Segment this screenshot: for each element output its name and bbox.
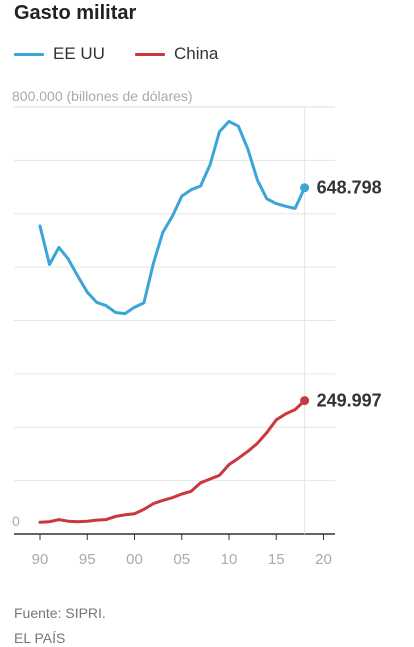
legend-label-china: China <box>173 44 219 63</box>
legend-swatch-us <box>14 52 44 56</box>
x-tick-label-6: 20 <box>315 551 332 568</box>
y-tick-label-1: 800.000 (billones de dólares) <box>12 88 193 104</box>
series-end-label-1: 249.997 <box>317 391 382 411</box>
source-note: Fuente: SIPRI. <box>14 605 106 621</box>
legend-item-china: China <box>134 44 219 64</box>
series-end-label-0: 648.798 <box>317 178 382 198</box>
x-tick-label-5: 15 <box>268 551 285 568</box>
x-tick-label-2: 00 <box>126 551 143 568</box>
brand-name: EL PAÍS <box>14 630 66 646</box>
line-chart: 0 800.000 (billones de dólares) 90 95 00 05 10… <box>12 88 382 568</box>
x-tick-label-4: 10 <box>221 551 238 568</box>
legend-label-us: EE UU <box>53 44 105 63</box>
series-line-1 <box>38 399 307 524</box>
series-end-point-1 <box>300 396 310 406</box>
x-tick-label-3: 05 <box>173 551 190 568</box>
x-tick-label-1: 95 <box>79 551 96 568</box>
series-line-0 <box>38 119 307 316</box>
x-tick-label-0: 90 <box>32 551 49 568</box>
legend-swatch-china <box>134 52 165 56</box>
legend: EE UU China <box>14 44 248 64</box>
series-end-point-0 <box>300 183 310 193</box>
chart-title: Gasto militar <box>14 2 137 24</box>
legend-item-us: EE UU <box>14 44 105 64</box>
y-tick-label-0: 0 <box>12 513 20 529</box>
